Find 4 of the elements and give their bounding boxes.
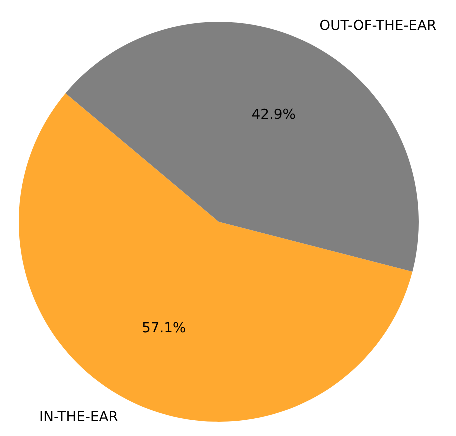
data-label: 42.9% bbox=[252, 108, 296, 120]
slice-label: OUT-OF-THE-EAR bbox=[320, 20, 436, 30]
data-label: 57.1% bbox=[143, 322, 186, 333]
slice-label: IN-THE-EAR bbox=[40, 411, 118, 422]
